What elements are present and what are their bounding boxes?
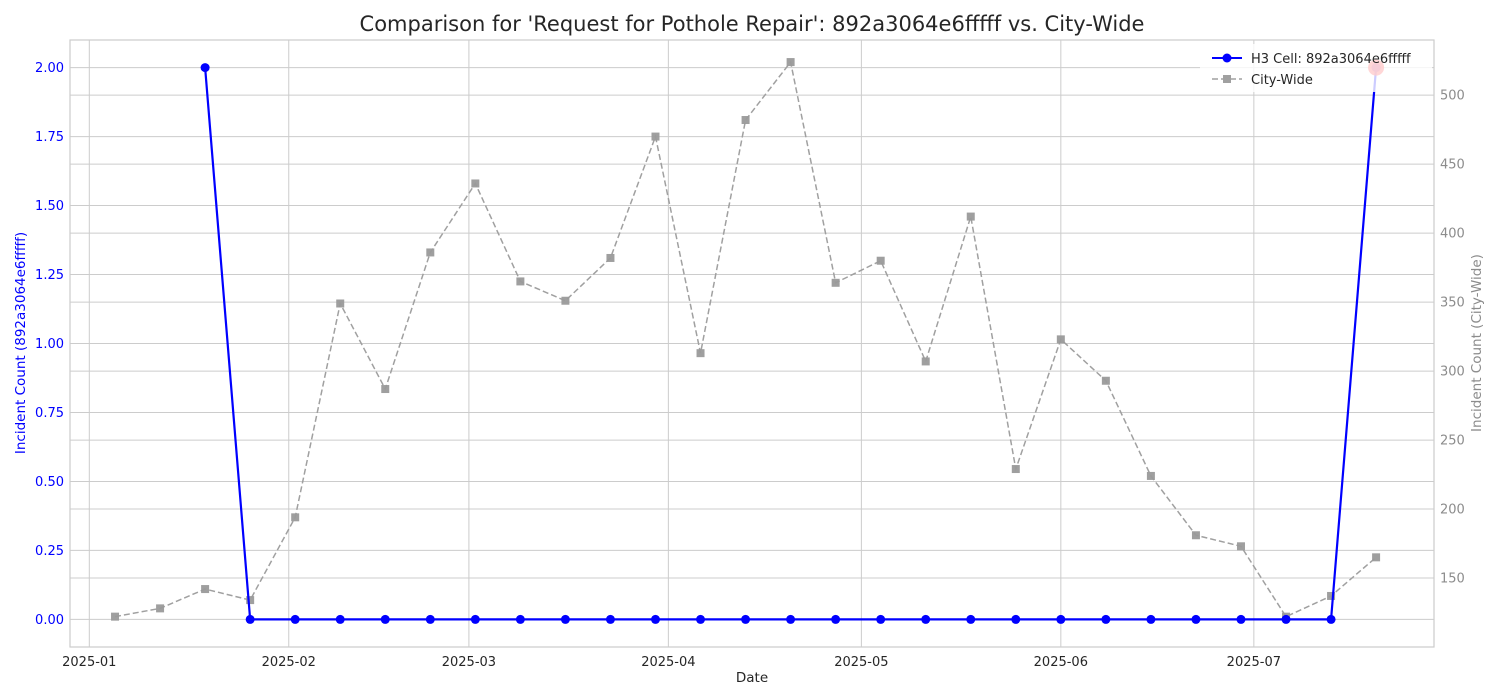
x-tick-label: 2025-03 — [442, 655, 496, 670]
series-layer — [111, 58, 1385, 624]
city-wide-point — [651, 132, 660, 141]
city-wide-point — [111, 612, 120, 621]
y-right-tick-label: 450 — [1440, 158, 1465, 173]
city-wide-point — [426, 248, 435, 257]
city-wide-point — [786, 58, 795, 67]
y-left-tick-label: 0.75 — [35, 406, 64, 421]
x-tick-label: 2025-04 — [641, 655, 695, 670]
city-wide-line — [114, 60, 1377, 618]
city-wide-point — [741, 116, 750, 125]
h3-cell-point — [650, 614, 660, 624]
city-wide-point — [246, 596, 255, 605]
y-right-tick-label: 200 — [1440, 503, 1465, 518]
city-wide-point — [381, 385, 390, 394]
x-tick-label: 2025-01 — [62, 655, 116, 670]
city-wide-point — [516, 277, 525, 286]
h3-cell-point — [380, 614, 390, 624]
city-wide-point — [1011, 465, 1020, 474]
h3-cell-point — [876, 614, 886, 624]
y-right-tick-label: 350 — [1440, 296, 1465, 311]
y-right-tick-label: 400 — [1440, 227, 1465, 242]
city-wide-point — [966, 212, 975, 221]
y-left-tick-label: 1.50 — [35, 199, 64, 214]
y-left-tick-label: 2.00 — [35, 61, 64, 76]
city-wide-point — [1236, 542, 1245, 551]
h3-cell-point — [1146, 614, 1156, 624]
h3-cell-point — [786, 614, 796, 624]
h3-cell-point — [515, 614, 525, 624]
city-wide-point — [201, 585, 210, 594]
city-wide-point — [876, 256, 885, 265]
h3-cell-point — [1236, 614, 1246, 624]
y-left-tick-label: 0.25 — [35, 544, 64, 559]
h3-cell-point — [1101, 614, 1111, 624]
city-wide-point — [1191, 531, 1200, 540]
y-axis-left-label: Incident Count (892a3064e6fffff) — [13, 232, 29, 454]
h3-cell-point — [560, 614, 570, 624]
city-wide-point — [696, 349, 705, 358]
city-wide-point — [336, 299, 345, 308]
h3-cell-point — [741, 614, 751, 624]
city-wide-point — [1056, 335, 1065, 344]
plot-frame — [69, 39, 1435, 648]
city-wide-point — [606, 253, 615, 262]
y-left-tick-label: 0.00 — [35, 613, 64, 628]
axes: 2025-01 2025-02 2025-03 2025-04 2025-05 2025-… — [35, 39, 1465, 670]
legend-label-city-wide: City-Wide — [1251, 73, 1313, 88]
city-wide-point — [921, 357, 930, 366]
legend-marker-circle — [1222, 53, 1232, 63]
x-tick-label: 2025-06 — [1034, 655, 1088, 670]
city-wide-point — [1372, 553, 1381, 562]
x-axis-label: Date — [736, 670, 768, 686]
y-left-tick-label: 1.25 — [35, 268, 64, 283]
x-tick-label: 2025-05 — [834, 655, 888, 670]
city-wide-point — [1146, 471, 1155, 480]
h3-cell-point — [605, 614, 615, 624]
h3-cell-point — [1326, 614, 1336, 624]
h3-cell-point — [1056, 614, 1066, 624]
city-wide-point — [831, 278, 840, 287]
city-wide-point — [156, 604, 165, 613]
h3-cell-point — [1011, 614, 1021, 624]
legend-entry-h3-cell: H3 Cell: 892a3064e6fffff — [1212, 52, 1411, 67]
y-axis-right-label: Incident Count (City-Wide) — [1469, 254, 1485, 432]
y-right-tick-label: 300 — [1440, 365, 1465, 380]
h3-cell-point — [921, 614, 931, 624]
grid — [70, 40, 1434, 647]
city-wide-point — [471, 179, 480, 188]
y-left-tick-label: 1.75 — [35, 130, 64, 145]
city-wide-point — [1101, 376, 1110, 385]
y-left-tick-label: 0.50 — [35, 475, 64, 490]
h3-cell-point — [470, 614, 480, 624]
x-tick-label: 2025-07 — [1227, 655, 1281, 670]
h3-cell-point — [335, 614, 345, 624]
city-wide-point — [1327, 591, 1336, 600]
y-right-tick-label: 150 — [1440, 572, 1465, 587]
legend-entry-city-wide: City-Wide — [1212, 73, 1313, 88]
h3-cell-point — [1281, 614, 1291, 624]
h3-cell-point — [966, 614, 976, 624]
city-wide-point — [291, 513, 300, 522]
h3-cell-point — [245, 614, 255, 624]
y-left-tick-label: 1.00 — [35, 337, 64, 352]
legend-marker-square — [1223, 75, 1231, 83]
city-wide-point — [561, 296, 570, 305]
legend: H3 Cell: 892a3064e6fffff City-Wide — [1200, 44, 1432, 92]
h3-cell-point — [425, 614, 435, 624]
x-tick-label: 2025-02 — [262, 655, 316, 670]
chart-title: Comparison for 'Request for Pothole Repa… — [360, 12, 1145, 36]
legend-label-h3-cell: H3 Cell: 892a3064e6fffff — [1251, 52, 1411, 67]
h3-cell-point — [831, 614, 841, 624]
h3-cell-point — [200, 63, 210, 73]
y-right-tick-label: 500 — [1440, 89, 1465, 104]
h3-cell-point — [696, 614, 706, 624]
h3-cell-point — [1191, 614, 1201, 624]
y-right-tick-label: 250 — [1440, 434, 1465, 449]
h3-cell-point — [290, 614, 300, 624]
